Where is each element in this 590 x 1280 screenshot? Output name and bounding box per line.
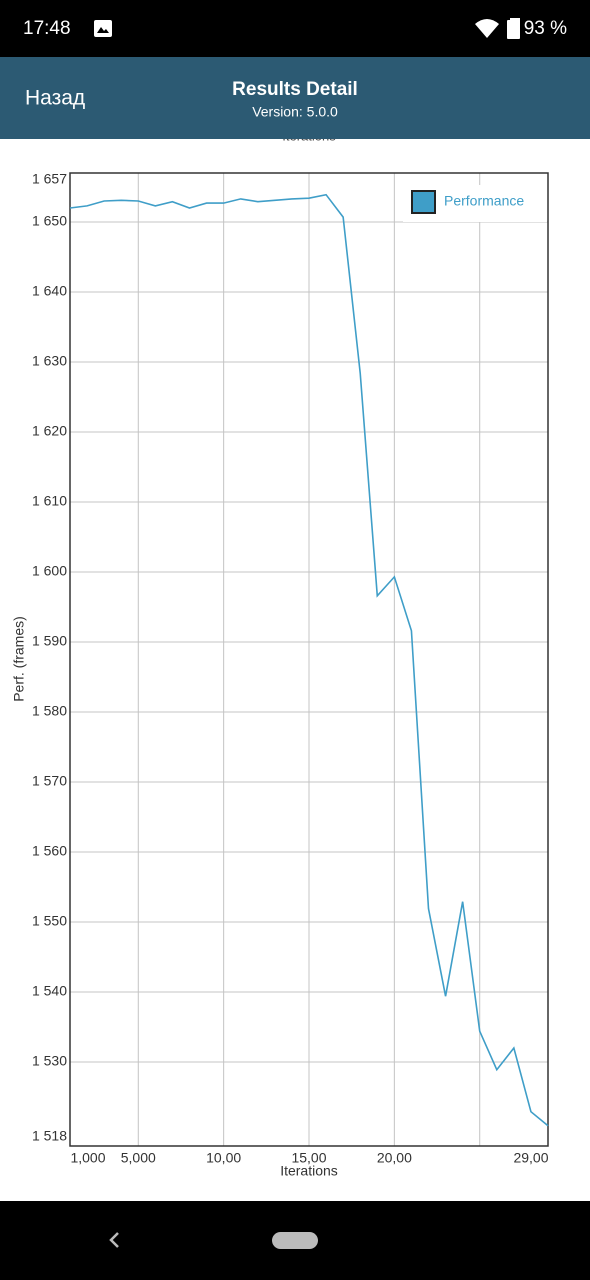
x-tick-label: 1,000	[70, 1150, 105, 1166]
plot-frame	[69, 172, 549, 1147]
screen-title: Results Detail	[232, 79, 358, 100]
x-axis-label: Iterations	[280, 1163, 338, 1179]
y-tick-label: 1 650	[32, 213, 67, 229]
y-tick-label: 1 530	[32, 1053, 67, 1069]
y-tick-label: 1 518	[32, 1128, 67, 1144]
y-axis-label: Perf. (frames)	[11, 616, 27, 702]
x-tick-label: 5,000	[121, 1150, 156, 1166]
image-icon	[94, 20, 112, 37]
y-tick-label: 1 657	[32, 171, 67, 187]
legend-swatch	[411, 190, 436, 214]
x-tick-label: 29,00	[513, 1150, 548, 1166]
data-line	[69, 193, 549, 1127]
y-tick-label: 1 570	[32, 773, 67, 789]
screen-subtitle: Version: 5.0.0	[252, 104, 338, 120]
y-tick-label: 1 580	[32, 703, 67, 719]
wifi-icon	[475, 19, 499, 38]
y-tick-label: 1 550	[32, 913, 67, 929]
y-tick-label: 1 540	[32, 983, 67, 999]
y-tick-label: 1 600	[32, 563, 67, 579]
x-tick-label: 20,00	[377, 1150, 412, 1166]
battery-icon	[507, 18, 520, 39]
x-tick-label: 15,00	[291, 1150, 326, 1166]
y-tick-label: 1 610	[32, 493, 67, 509]
status-bar	[0, 0, 590, 57]
nav-back[interactable]	[109, 1232, 119, 1248]
y-tick-label: 1 620	[32, 423, 67, 439]
app-bar	[0, 57, 590, 139]
y-tick-label: 1 640	[32, 283, 67, 299]
chart: Iterations 1 518 1 530 1 540 1 550 1 560 1 570…	[11, 128, 549, 1179]
back-button[interactable]: Назад	[25, 87, 85, 110]
battery-level: 93 %	[524, 18, 567, 39]
y-tick-label: 1 630	[32, 353, 67, 369]
status-time: 17:48	[23, 18, 71, 39]
x-tick-label: 10,00	[206, 1150, 241, 1166]
nav-home[interactable]	[272, 1232, 318, 1249]
y-tick-label: 1 560	[32, 843, 67, 859]
y-tick-label: 1 590	[32, 633, 67, 649]
legend-label: Performance	[444, 193, 524, 209]
